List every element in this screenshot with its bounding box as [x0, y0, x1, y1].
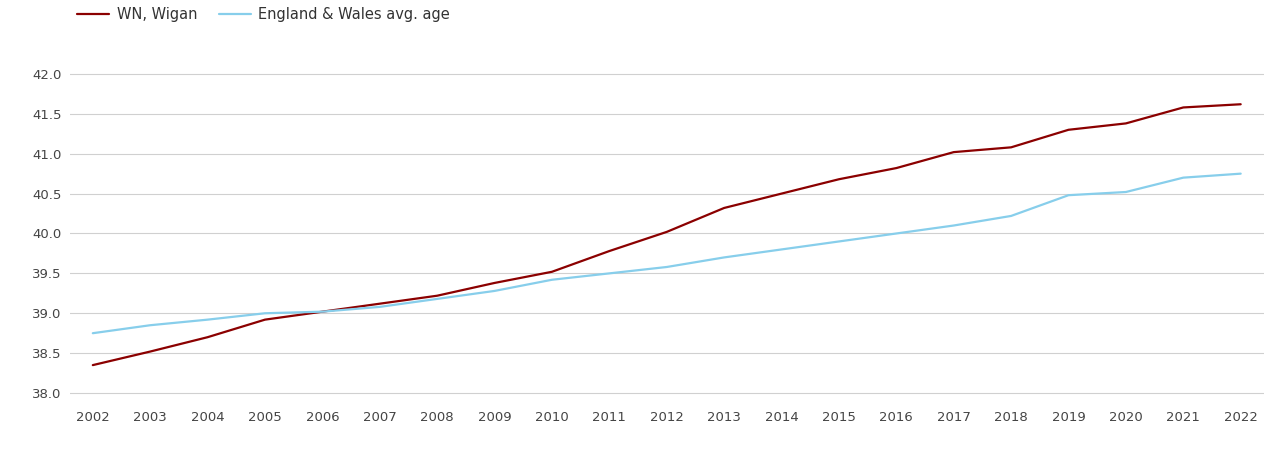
England & Wales avg. age: [602, 271, 617, 276]
England & Wales avg. age: [1119, 189, 1134, 195]
WN, Wigan: [199, 334, 215, 340]
WN, Wigan: [315, 309, 330, 315]
WN, Wigan: [142, 349, 157, 354]
England & Wales avg. age: [1003, 213, 1019, 219]
WN, Wigan: [1119, 121, 1134, 126]
WN, Wigan: [1060, 127, 1076, 132]
Line: WN, Wigan: WN, Wigan: [93, 104, 1241, 365]
England & Wales avg. age: [142, 323, 157, 328]
England & Wales avg. age: [659, 264, 674, 270]
Legend: WN, Wigan, England & Wales avg. age: WN, Wigan, England & Wales avg. age: [77, 7, 450, 22]
WN, Wigan: [946, 149, 961, 155]
WN, Wigan: [258, 317, 273, 322]
England & Wales avg. age: [946, 223, 961, 228]
WN, Wigan: [1176, 105, 1191, 110]
England & Wales avg. age: [1060, 193, 1076, 198]
England & Wales avg. age: [716, 255, 732, 260]
England & Wales avg. age: [1176, 175, 1191, 180]
England & Wales avg. age: [429, 296, 444, 302]
WN, Wigan: [372, 301, 387, 306]
WN, Wigan: [429, 293, 444, 298]
England & Wales avg. age: [545, 277, 560, 283]
WN, Wigan: [773, 191, 789, 196]
England & Wales avg. age: [199, 317, 215, 322]
England & Wales avg. age: [889, 231, 904, 236]
WN, Wigan: [486, 280, 502, 286]
England & Wales avg. age: [85, 330, 100, 336]
WN, Wigan: [889, 166, 904, 171]
England & Wales avg. age: [258, 310, 273, 316]
WN, Wigan: [602, 248, 617, 254]
England & Wales avg. age: [372, 304, 387, 310]
WN, Wigan: [1003, 144, 1019, 150]
WN, Wigan: [716, 205, 732, 211]
WN, Wigan: [659, 229, 674, 234]
England & Wales avg. age: [832, 239, 847, 244]
Line: England & Wales avg. age: England & Wales avg. age: [93, 174, 1241, 333]
England & Wales avg. age: [315, 309, 330, 315]
England & Wales avg. age: [773, 247, 789, 252]
England & Wales avg. age: [1233, 171, 1248, 176]
WN, Wigan: [545, 269, 560, 274]
England & Wales avg. age: [486, 288, 502, 294]
WN, Wigan: [85, 362, 100, 368]
WN, Wigan: [1233, 102, 1248, 107]
WN, Wigan: [832, 176, 847, 182]
